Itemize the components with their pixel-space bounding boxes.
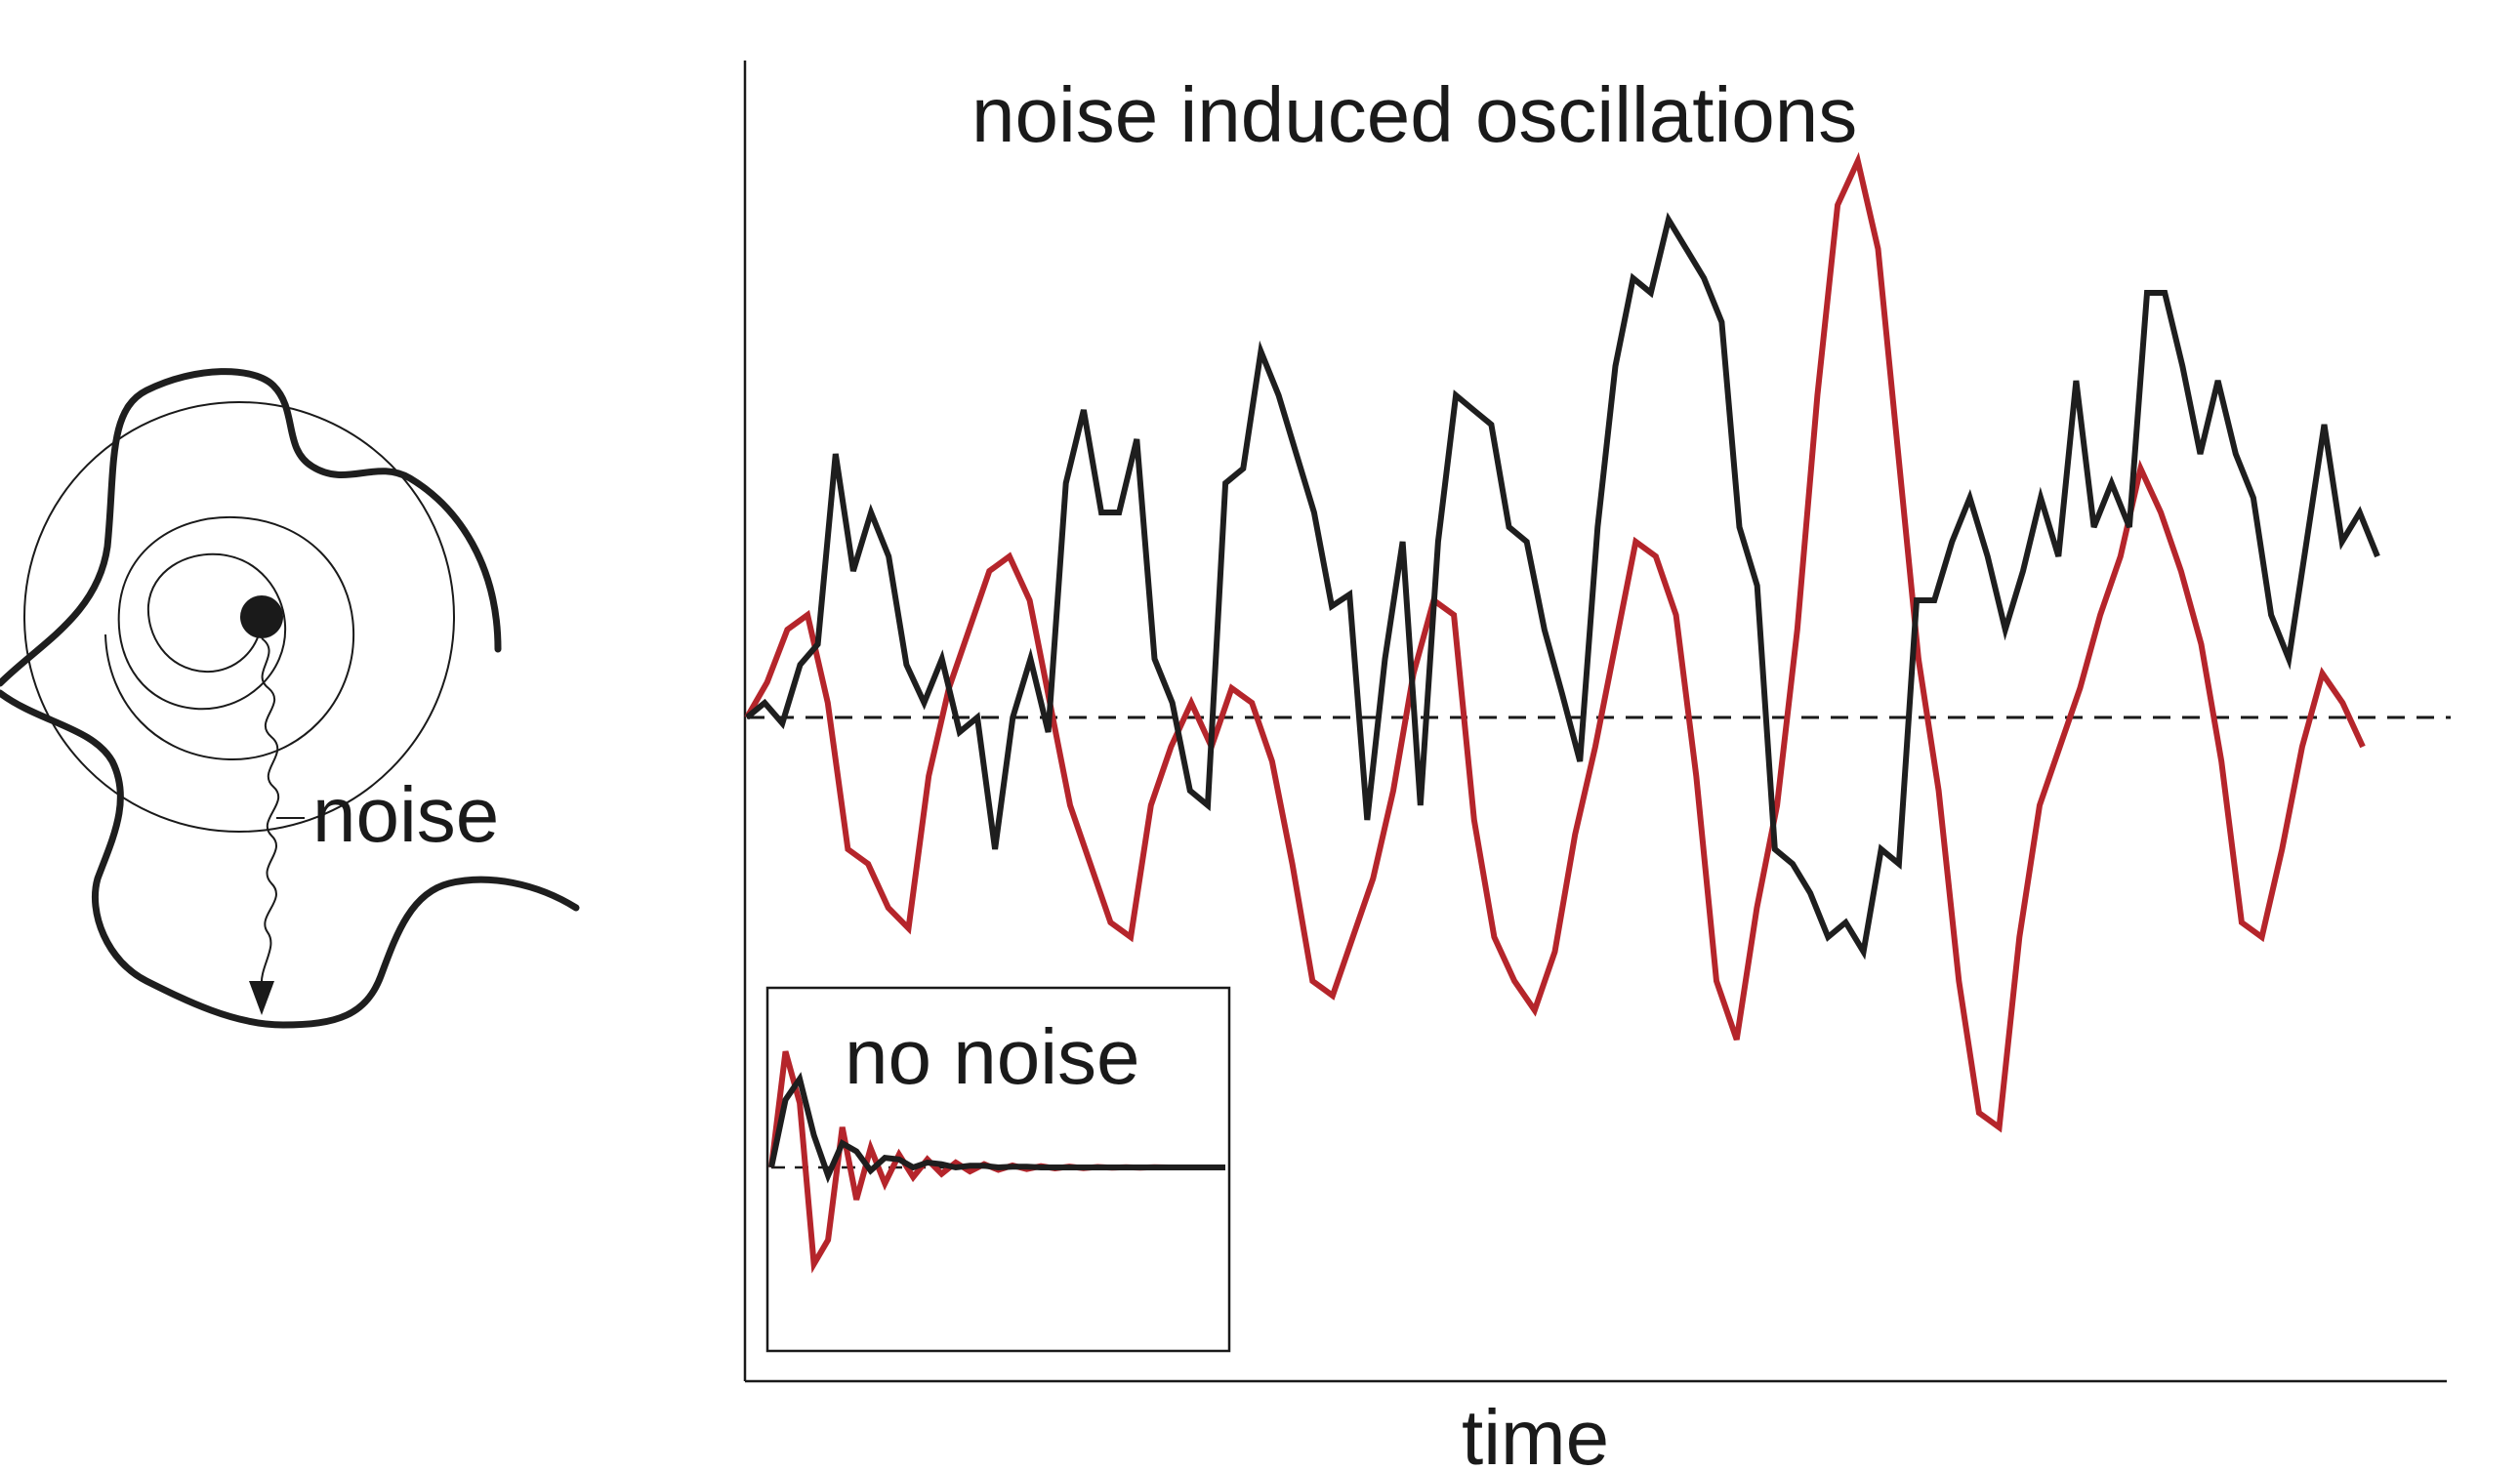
- arrow-head-icon: [249, 981, 274, 1015]
- inset-title: no noise: [845, 1013, 1139, 1100]
- chart-title: noise induced oscillations: [971, 71, 1857, 158]
- series-red-line: [744, 151, 2366, 1133]
- limit-cycle-circle: [23, 401, 455, 833]
- inset-series-black-line: [768, 1072, 1225, 1184]
- main-chart: noise induced oscillations time: [743, 61, 2451, 1471]
- inset-chart: no noise: [765, 986, 1231, 1353]
- x-axis-label: time: [1462, 1394, 1609, 1471]
- noisy-trajectory: [0, 368, 580, 1029]
- noise-wiggle-path: [260, 637, 280, 987]
- state-point: [240, 595, 283, 638]
- noise-label: noise: [312, 771, 499, 858]
- phase-space-schematic: noise: [0, 368, 580, 1029]
- spiral-trajectory: [104, 515, 355, 761]
- series-black-line: [745, 212, 2380, 960]
